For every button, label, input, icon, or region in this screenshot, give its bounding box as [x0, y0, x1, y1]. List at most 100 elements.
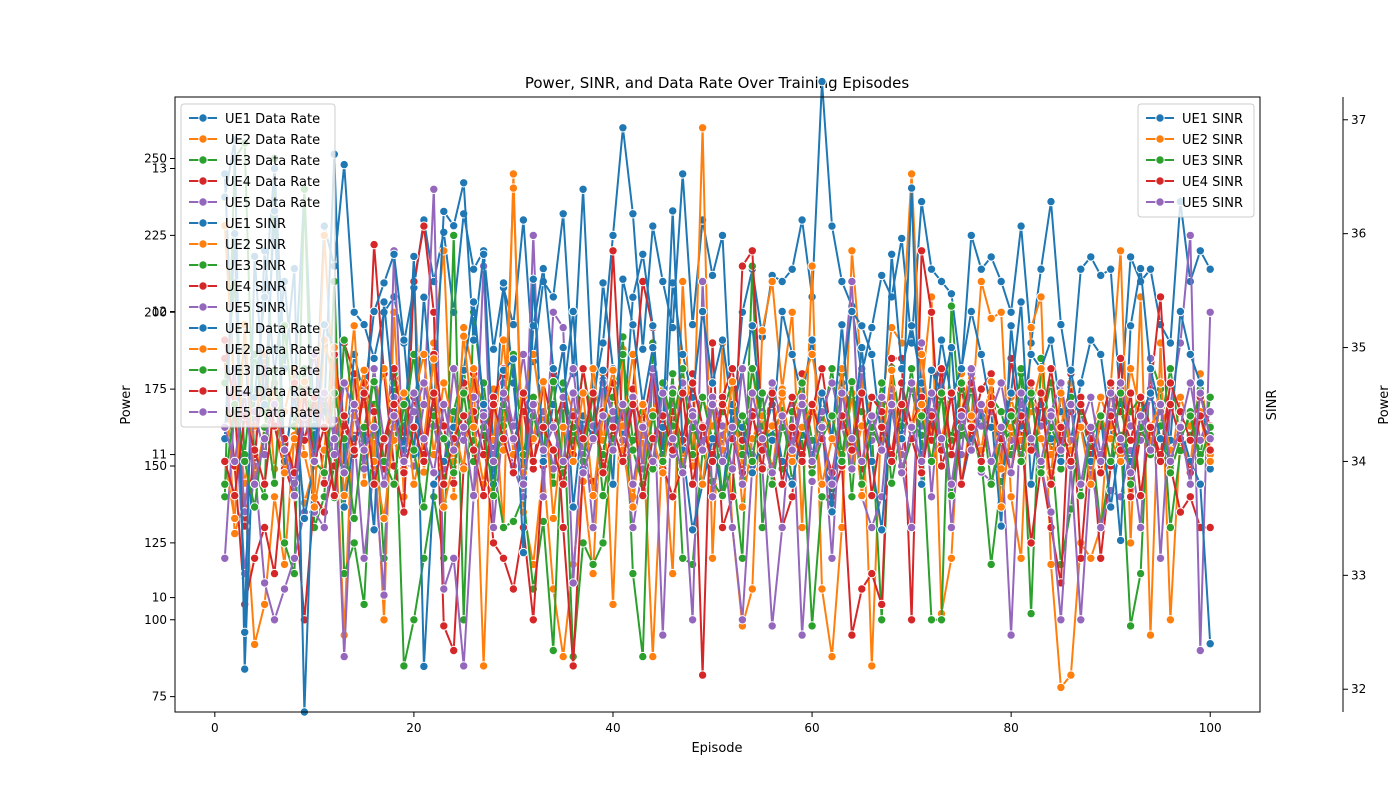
data-point	[369, 239, 379, 250]
x-tick-label: 60	[804, 721, 819, 735]
data-point	[747, 584, 757, 594]
data-point	[1205, 456, 1215, 467]
data-point	[996, 307, 1006, 317]
data-point	[369, 525, 379, 535]
data-point	[658, 276, 668, 287]
data-point	[419, 502, 429, 512]
data-point	[1026, 479, 1036, 489]
legend-item: UE3 Data Rate	[189, 364, 320, 379]
legend-label: UE3 SINR	[225, 259, 286, 274]
data-point	[956, 364, 967, 374]
data-point	[1036, 292, 1046, 302]
data-point	[230, 513, 240, 524]
data-point	[946, 479, 957, 489]
data-point	[319, 478, 329, 488]
data-point	[827, 651, 837, 662]
data-point	[1006, 492, 1016, 502]
series-line	[223, 139, 1212, 713]
data-point	[1115, 353, 1126, 364]
data-point	[399, 468, 409, 478]
data-point	[1056, 615, 1066, 625]
data-point	[359, 365, 369, 375]
data-point	[867, 490, 877, 501]
data-point	[678, 276, 688, 287]
data-point	[946, 388, 957, 398]
legend-item: UE3 SINR	[1146, 154, 1243, 169]
data-point	[449, 364, 459, 374]
data-point	[1205, 307, 1215, 317]
data-point	[459, 411, 469, 421]
data-point	[1145, 264, 1156, 274]
data-point	[986, 559, 996, 570]
legend-item: UE2 SINR	[1146, 133, 1243, 148]
data-point	[936, 276, 947, 287]
data-point	[1125, 538, 1136, 548]
data-point	[568, 661, 578, 671]
data-point	[867, 661, 877, 671]
data-point	[1106, 456, 1116, 467]
data-point	[897, 399, 907, 410]
data-point	[399, 507, 409, 517]
data-point	[747, 468, 757, 478]
data-point	[339, 490, 349, 501]
data-point	[827, 507, 837, 517]
data-point	[459, 178, 469, 188]
data-point	[717, 490, 728, 501]
data-point	[528, 399, 538, 410]
data-point	[996, 521, 1006, 531]
data-point	[906, 615, 917, 625]
data-point	[439, 502, 449, 512]
data-point	[568, 502, 578, 512]
data-point	[1205, 522, 1215, 533]
data-point	[538, 445, 548, 455]
data-point	[737, 615, 748, 625]
data-point	[1106, 388, 1116, 398]
legend-swatch-marker	[198, 281, 208, 291]
data-point	[518, 388, 529, 398]
data-point	[1056, 319, 1066, 330]
data-point	[588, 364, 598, 374]
data-point	[1026, 378, 1036, 388]
data-point	[628, 522, 638, 533]
data-point	[727, 422, 738, 432]
data-point	[946, 522, 957, 533]
data-point	[697, 123, 708, 133]
data-point	[926, 492, 937, 502]
data-point	[1155, 378, 1166, 388]
data-point	[976, 456, 986, 467]
data-point	[1165, 399, 1176, 410]
data-point	[468, 297, 479, 307]
data-point	[847, 246, 857, 256]
data-point	[747, 321, 757, 331]
data-point	[419, 661, 429, 672]
data-point	[827, 364, 837, 374]
data-point	[459, 322, 469, 333]
data-point	[966, 364, 976, 374]
data-point	[1056, 445, 1066, 455]
data-point	[807, 261, 817, 271]
data-point	[827, 434, 837, 444]
data-point	[976, 349, 986, 360]
data-point	[359, 599, 369, 610]
legend-swatch-marker	[198, 239, 208, 249]
data-point	[916, 349, 927, 360]
data-point	[717, 230, 728, 241]
data-point	[1195, 378, 1206, 388]
legend-box	[180, 103, 336, 428]
legend-item: UE1 Data Rate	[189, 322, 320, 337]
y-axis-label-sinr: SINR	[1265, 390, 1280, 421]
data-point	[339, 335, 349, 345]
data-point	[359, 445, 369, 455]
data-point	[807, 621, 817, 631]
data-point	[1076, 615, 1086, 625]
data-point	[508, 354, 519, 364]
legend-swatch-marker	[198, 407, 208, 417]
legend-label: UE5 Data Rate	[225, 406, 320, 421]
data-point	[976, 264, 986, 274]
sinr-tick-label: 10	[152, 591, 167, 605]
data-point	[877, 392, 887, 402]
data-point	[1096, 392, 1106, 402]
data-point	[389, 479, 399, 489]
sinr-tick-label: 12	[152, 305, 167, 319]
legend-label: UE4 Data Rate	[225, 385, 320, 400]
